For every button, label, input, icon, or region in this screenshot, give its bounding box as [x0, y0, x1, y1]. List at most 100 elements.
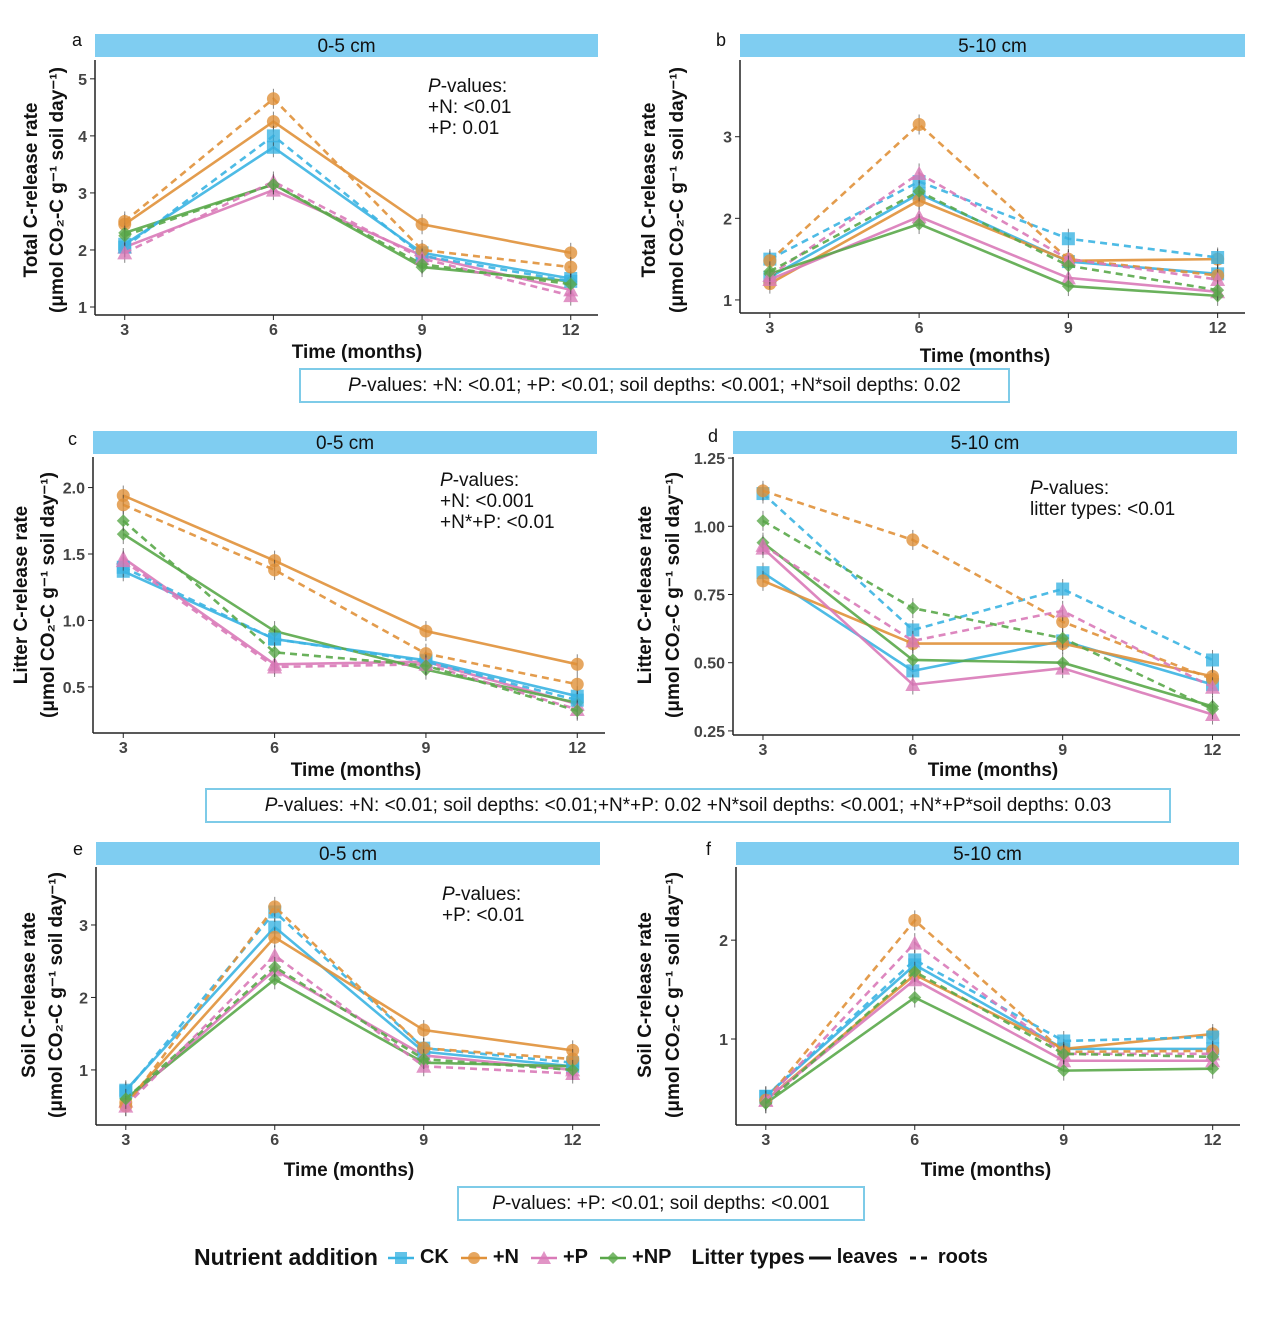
y-tick-label: 0.50 — [694, 656, 725, 673]
x-axis-title: Time (months) — [292, 342, 423, 363]
marker-circle — [908, 913, 922, 927]
y-axis-title: Total C-release rate — [21, 103, 42, 278]
series-line — [765, 995, 1213, 1105]
y-tick-label: 1.5 — [63, 547, 85, 564]
panel-letter: d — [708, 426, 718, 446]
panel-letter: f — [706, 839, 712, 859]
marker-triangle — [1055, 603, 1071, 618]
marker-diamond — [268, 972, 282, 986]
marker-diamond — [1061, 279, 1075, 293]
marker-diamond — [1056, 656, 1070, 670]
marker-square — [1206, 653, 1220, 667]
marker-circle — [467, 1251, 480, 1264]
marker-circle — [763, 254, 777, 268]
series-line — [764, 941, 1213, 1102]
marker-square — [1211, 251, 1225, 265]
pvalue-text: -values: +N: <0.01; soil depths: <0.01;+… — [277, 794, 1112, 816]
pvalue-title: -values: — [453, 470, 520, 491]
series-NP-roots — [759, 961, 1220, 1114]
marker-triangle — [1205, 679, 1221, 694]
series-NP-roots — [756, 510, 1220, 720]
series-line — [764, 918, 1213, 1102]
series-line — [122, 532, 578, 705]
marker-circle — [564, 260, 578, 274]
series-P-roots — [758, 933, 1221, 1111]
marker-diamond — [906, 601, 920, 615]
legend-item-p: +P — [529, 1246, 588, 1269]
legend-label: +P — [563, 1246, 589, 1268]
marker-square — [908, 953, 922, 967]
pvalue-line: +N: <0.01 — [428, 97, 511, 118]
marker-diamond — [570, 704, 584, 718]
strip-label: 0-5 cm — [319, 844, 377, 865]
x-tick-label: 6 — [269, 322, 278, 339]
series-P-leaves — [755, 538, 1221, 725]
y-tick-label: 1 — [79, 1063, 88, 1080]
marker-diamond — [564, 277, 578, 291]
marker-diamond — [1206, 1050, 1220, 1064]
dashed-line-icon — [909, 1256, 932, 1259]
pvalue-text: -values: +P: <0.01; soil depths: <0.001 — [504, 1192, 830, 1214]
pvalue-annotation: P-values: — [440, 470, 519, 491]
marker-diamond — [268, 645, 282, 659]
pvalue-line: +N: <0.001 — [440, 491, 534, 512]
x-tick-label: 6 — [270, 1132, 279, 1149]
x-tick-label: 9 — [1058, 742, 1067, 759]
marker-triangle — [755, 537, 771, 552]
x-tick-label: 9 — [1064, 320, 1073, 337]
marker-diamond — [1056, 631, 1070, 645]
marker-diamond — [1057, 1064, 1071, 1078]
pvalue-p: P — [348, 374, 361, 396]
x-tick-label: 3 — [761, 1132, 770, 1149]
panel-letter: c — [68, 429, 77, 449]
strip-background — [740, 34, 1245, 57]
y-tick-label: 3 — [723, 130, 732, 147]
marker-circle — [419, 647, 433, 661]
diamond-icon — [600, 1251, 627, 1264]
marker-square — [268, 920, 282, 934]
series-line — [124, 180, 572, 297]
legend-item-roots: roots — [908, 1246, 988, 1269]
x-axis-title: Time (months) — [291, 760, 422, 781]
series-line — [124, 968, 573, 1103]
panel-letter: e — [73, 839, 83, 859]
series-line — [124, 910, 573, 1093]
series-line — [768, 122, 1218, 277]
x-tick-label: 6 — [910, 1132, 919, 1149]
marker-diamond — [566, 1063, 580, 1077]
marker-triangle — [267, 659, 283, 674]
marker-circle — [570, 677, 584, 691]
x-tick-label: 9 — [421, 740, 430, 757]
marker-diamond — [419, 659, 433, 673]
marker-circle — [268, 563, 282, 577]
pvalue-line: litter types: <0.01 — [1030, 499, 1175, 520]
series-CK-leaves — [756, 562, 1220, 695]
series-NP-roots — [116, 510, 584, 721]
marker-circle — [566, 1052, 580, 1066]
pvalue-p: P — [492, 1192, 505, 1214]
strip-label: 5-10 cm — [958, 36, 1027, 57]
marker-diamond — [116, 527, 130, 541]
series-line — [769, 180, 1218, 261]
series-line — [769, 171, 1218, 281]
marker-diamond — [759, 1096, 773, 1110]
marker-diamond — [417, 1052, 431, 1066]
series-line — [769, 222, 1218, 298]
x-tick-label: 3 — [119, 740, 128, 757]
series-CK-leaves — [759, 954, 1220, 1107]
y-tick-label: 1 — [719, 1032, 728, 1049]
series-CK-leaves — [763, 183, 1225, 288]
y-tick-label: 3 — [78, 186, 87, 203]
marker-circle — [756, 574, 770, 588]
series-line — [123, 134, 571, 283]
pvalue-p: P — [264, 794, 278, 816]
marker-square — [1056, 582, 1070, 596]
series-line — [124, 965, 573, 1100]
legend-litter-title: Litter types — [691, 1245, 805, 1269]
x-tick-label: 9 — [418, 322, 427, 339]
marker-circle — [756, 484, 770, 498]
x-tick-label: 6 — [908, 742, 917, 759]
legend-label: +N — [492, 1246, 519, 1268]
marker-triangle — [117, 245, 133, 260]
